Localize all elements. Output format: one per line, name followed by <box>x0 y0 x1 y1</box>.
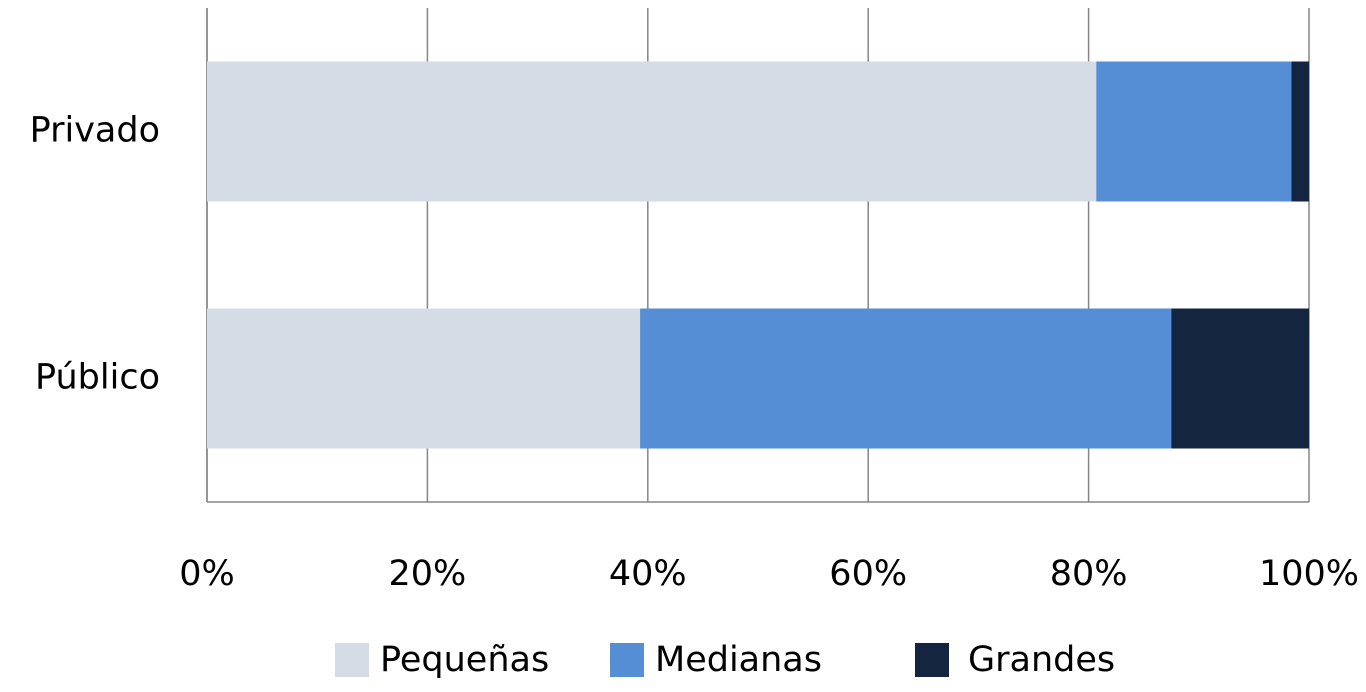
x-tick-label: 40% <box>609 554 687 594</box>
y-tick-label: Privado <box>30 111 160 151</box>
x-tick-label: 60% <box>829 554 907 594</box>
x-tick-label: 80% <box>1050 554 1128 594</box>
legend-label: Pequeñas <box>380 640 549 680</box>
bar-segment <box>207 308 641 449</box>
legend-swatch <box>610 643 644 677</box>
legend-label: Grandes <box>968 640 1115 680</box>
bar-segment <box>207 61 1097 202</box>
bar-segment <box>1096 61 1292 202</box>
bar-segment <box>640 308 1172 449</box>
bar-segment <box>1291 61 1309 202</box>
x-tick-label: 0% <box>179 554 235 594</box>
x-tick-label: 100% <box>1259 554 1359 594</box>
bar-segment <box>1171 308 1309 449</box>
x-tick-label: 20% <box>389 554 467 594</box>
legend-label: Medianas <box>655 640 822 680</box>
legend-swatch <box>915 643 949 677</box>
y-tick-label: Público <box>35 358 160 398</box>
legend-swatch <box>335 643 369 677</box>
